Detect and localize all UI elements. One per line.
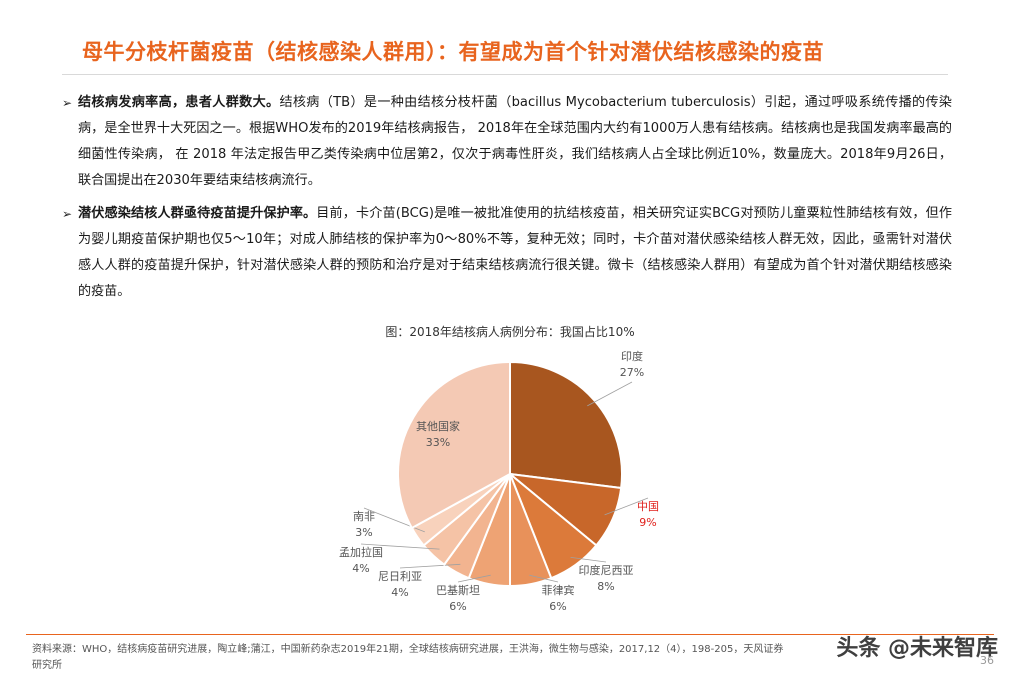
bullet-list: ➢ 结核病发病率高，患者人群数大。结核病（TB）是一种由结核分枝杆菌（bacil… <box>62 90 952 312</box>
page-number: 36 <box>980 654 994 667</box>
source-divider <box>26 634 994 635</box>
leader-line <box>457 574 491 583</box>
slice-percent-label: 4% <box>352 562 369 575</box>
bullet-item: ➢ 潜伏感染结核人群亟待疫苗提升保护率。目前，卡介苗(BCG)是唯一被批准使用的… <box>62 201 952 305</box>
bullet-lead: 潜伏感染结核人群亟待疫苗提升保护率。 <box>78 206 317 221</box>
title-divider <box>62 74 948 75</box>
leader-line <box>529 574 559 583</box>
slice-percent-label: 6% <box>449 600 466 613</box>
leader-line <box>604 497 649 516</box>
watermark: 头条 @未来智库 <box>836 636 998 661</box>
leader-line <box>363 507 425 533</box>
slice-label: 其他国家 <box>416 419 460 433</box>
slice-percent-label: 33% <box>426 436 450 449</box>
slice-label: 中国 <box>637 500 659 513</box>
page-title: 母牛分枝杆菌疫苗（结核感染人群用）：有望成为首个针对潜伏结核感染的疫苗 <box>82 40 824 64</box>
bullet-item: ➢ 结核病发病率高，患者人群数大。结核病（TB）是一种由结核分枝杆菌（bacil… <box>62 90 952 194</box>
arrow-bullet-icon: ➢ <box>62 96 73 110</box>
slice-label: 巴基斯坦 <box>436 583 480 597</box>
slice-percent-label: 3% <box>355 526 372 539</box>
bullet-lead: 结核病发病率高，患者人群数大。 <box>78 95 280 110</box>
pie-slice <box>397 360 511 530</box>
slice-label: 孟加拉国 <box>339 545 383 559</box>
chart-title: 图：2018年结核病人病例分布：我国占比10% <box>385 325 635 339</box>
slice-label: 印度尼西亚 <box>579 563 634 577</box>
arrow-bullet-icon: ➢ <box>62 207 73 221</box>
slice-percent-label: 9% <box>639 516 656 529</box>
bullet-text: 结核病（TB）是一种由结核分枝杆菌（bacillus Mycobacterium… <box>78 95 952 188</box>
slice-label: 南非 <box>353 510 375 523</box>
slice-percent-label: 27% <box>620 366 644 379</box>
slice-percent-label: 4% <box>391 586 408 599</box>
slice-percent-label: 6% <box>549 600 566 613</box>
slice-label: 菲律宾 <box>542 583 575 597</box>
pie-slice <box>509 360 623 490</box>
leader-line <box>360 543 440 550</box>
bullet-text: 目前，卡介苗(BCG)是唯一被批准使用的抗结核疫苗，相关研究证实BCG对预防儿童… <box>78 206 952 299</box>
slice-label: 印度 <box>621 349 643 363</box>
source-note: 资料来源：WHO，结核病疫苗研究进展，陶立峰;蒲江，中国新药杂志2019年21期… <box>32 644 784 671</box>
leader-line <box>399 563 461 569</box>
leader-line <box>570 557 607 563</box>
leader-line <box>587 381 633 407</box>
slice-label: 尼日利亚 <box>378 570 422 583</box>
slice-percent-label: 8% <box>597 580 614 593</box>
